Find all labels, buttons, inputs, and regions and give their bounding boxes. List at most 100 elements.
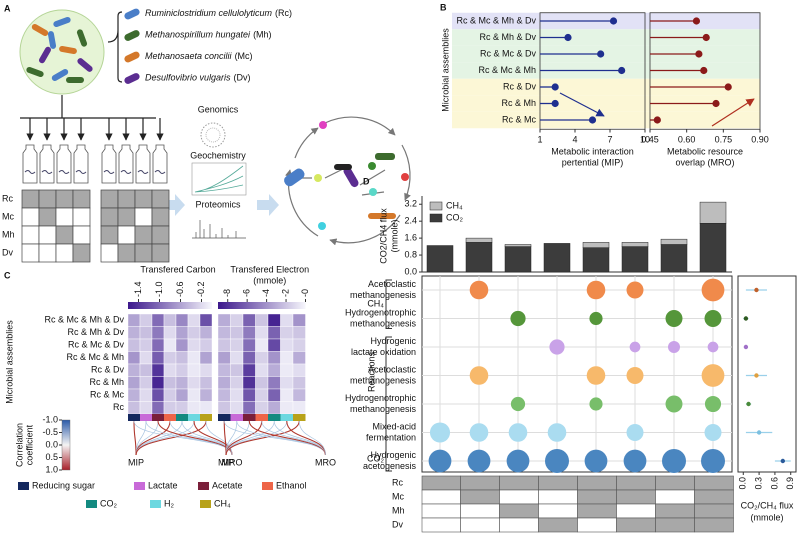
heatmap-cell (187, 351, 201, 365)
link-curve (135, 420, 183, 456)
reaction-label: Hydrogenotrophic (345, 393, 417, 403)
heatmap-cell (230, 338, 244, 352)
row-label: Mc (392, 491, 404, 501)
bar-segment (465, 237, 493, 243)
heatmap-cell (127, 363, 141, 377)
membership-cell (55, 225, 74, 245)
heatmap-cell (151, 338, 165, 352)
bottle-content (120, 170, 132, 174)
x-axis-label: CO₂/CH₄ flux (741, 500, 794, 510)
membership-cell (499, 489, 539, 505)
heatmap-cell (255, 376, 269, 390)
group-label: CH₄ (367, 299, 384, 309)
bubble (665, 310, 683, 327)
row-band (452, 111, 760, 129)
colorbar-tick-label: -1.4 (133, 281, 143, 297)
panel-label: A (4, 3, 11, 13)
heatmap-cell (280, 351, 294, 365)
link-curve (193, 420, 233, 456)
heatmap-cell (127, 388, 141, 402)
heatmap-cell (242, 351, 256, 365)
heatmap-cell (230, 313, 244, 327)
heatmap-cell (199, 338, 213, 352)
membership-cell (499, 517, 539, 533)
colorbar-tick-label: 1.0 (45, 464, 58, 474)
link-label: MIP (128, 457, 144, 467)
species-name: Desulfovibrio vulgaris (145, 73, 231, 83)
legend-swatch (134, 482, 145, 490)
reaction-label: Hydrogenotrophic (345, 307, 417, 317)
bubble (510, 396, 526, 412)
heatmap-cell (139, 401, 153, 415)
heatmap-cell (163, 351, 177, 365)
x-tick-label: 7 (607, 134, 612, 144)
bubble (668, 341, 680, 353)
group-label: CO₂ (367, 453, 385, 463)
bubble-frame (421, 275, 733, 473)
heatmap-cell (175, 313, 189, 327)
substrate-strip (188, 414, 200, 421)
y-axis-label: (mmole) (389, 219, 399, 252)
link-curve (225, 420, 275, 456)
row-band (452, 29, 760, 46)
heatmap-cell (163, 326, 177, 340)
heatmap-cell (175, 388, 189, 402)
bubble (623, 449, 647, 473)
legend-label: H₂ (164, 498, 174, 508)
heatmap-cell (175, 376, 189, 390)
membership-cell (577, 517, 617, 533)
heatmap-title: Transfered Carbon (140, 264, 215, 274)
heatmap-cell (175, 326, 189, 340)
heatmap-cell (163, 313, 177, 327)
substrate-strip (255, 414, 268, 421)
correlation-colorbar (61, 419, 71, 471)
membership-cell (577, 475, 617, 491)
reaction-label: methanogenesis (350, 318, 417, 328)
heatmap-cell (217, 326, 231, 340)
row-label: Rc & Dv (91, 365, 125, 375)
bacterium (31, 24, 49, 36)
membership-cell (538, 489, 578, 505)
row-label: Rc & Mh (89, 377, 124, 387)
bottle-content (41, 170, 53, 174)
link-curve (169, 420, 233, 456)
heatmap-cell (217, 388, 231, 402)
heatmap-cell (127, 338, 141, 352)
colorbar-tick-label: -2 (280, 289, 290, 297)
colorbar-tick-label: -0.5 (42, 427, 58, 437)
reaction-label: Mixed-acid (372, 421, 416, 431)
heatmap-cell (242, 376, 256, 390)
membership-cell (38, 189, 57, 209)
panel-label: C (4, 270, 11, 280)
heatmap-cell (292, 401, 306, 415)
y-tick-label: 3.2 (404, 199, 417, 209)
y-tick-label: 1.6 (404, 232, 417, 242)
heatmap-cell (292, 388, 306, 402)
substrate-strip (268, 414, 281, 421)
heatmap-cell (139, 388, 153, 402)
species-label: Desulfovibrio vulgaris (Dv) (145, 73, 251, 83)
legend-swatch (18, 482, 29, 490)
x-tick-label: 0.60 (678, 134, 696, 144)
membership-cell (655, 503, 695, 519)
membership-cell (151, 207, 170, 227)
heatmap-cell (217, 351, 231, 365)
species-name: Methanosaeta concilii (145, 51, 233, 61)
membership-cell (577, 489, 617, 505)
heatmap-cell (187, 326, 201, 340)
membership-cell (151, 225, 170, 245)
bubble (508, 423, 528, 442)
spectrum-icon (192, 220, 246, 239)
row-label: Mh (2, 229, 15, 239)
bottle-content (58, 170, 70, 174)
link-curve (225, 420, 300, 456)
flow-arrow (257, 194, 279, 216)
error-point (743, 344, 749, 350)
errorbar-frame (737, 275, 797, 473)
membership-cell (151, 189, 170, 209)
species-abbr: (Rc) (275, 8, 292, 18)
bubble (589, 311, 603, 326)
membership-cell (460, 475, 500, 491)
reaction-label: acetogenesis (363, 461, 417, 471)
substrate-strip (293, 414, 306, 421)
